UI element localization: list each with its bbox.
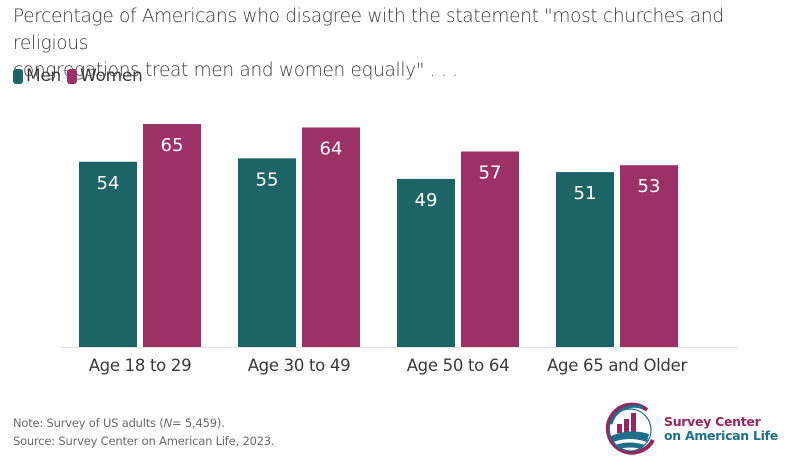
chart-title: Percentage of Americans who disagree wit…	[13, 3, 773, 84]
category-label-2: Age 50 to 64	[407, 356, 510, 375]
bar-men-1	[238, 158, 296, 347]
bar-men-2	[397, 178, 455, 347]
bar-chart: 54 65 Age 18 to 29 55 64 Age 30 to 49 49 57 Age …	[60, 124, 738, 375]
logo-text: Survey Center on American Life	[664, 415, 778, 443]
bar-men-0	[79, 161, 137, 347]
note-prefix: Note: Survey of US adults (	[13, 416, 164, 430]
logo-line-2: on American Life	[664, 428, 778, 443]
data-label-women-0: 65	[161, 135, 184, 156]
chart-title-line-1: Percentage of Americans who disagree wit…	[13, 6, 724, 54]
legend-swatch-women	[67, 68, 78, 84]
chart-footnote: Note: Survey of US adults (N= 5,459). So…	[13, 414, 275, 450]
bar-women-1	[302, 127, 360, 347]
data-label-women-1: 64	[320, 138, 343, 159]
note-suffix: = 5,459).	[172, 416, 225, 430]
category-label-1: Age 30 to 49	[248, 356, 351, 375]
legend-item-women: Women	[67, 66, 143, 86]
survey-center-logo-icon	[605, 402, 655, 455]
logo-line-1: Survey Center	[664, 414, 761, 429]
data-label-women-2: 57	[479, 162, 502, 183]
data-label-women-3: 53	[638, 176, 661, 197]
bar-men-3	[556, 172, 614, 347]
source-line: Source: Survey Center on American Life, …	[13, 434, 275, 448]
legend-swatch-men	[13, 68, 23, 84]
note-n: N	[163, 416, 173, 430]
legend-label-women: Women	[80, 66, 143, 86]
category-label-3: Age 65 and Older	[547, 356, 687, 375]
data-label-men-3: 51	[574, 183, 597, 204]
bar-women-0	[143, 124, 201, 347]
chart-legend: Men Women	[13, 66, 149, 86]
legend-item-men: Men	[13, 66, 61, 86]
category-label-0: Age 18 to 29	[89, 356, 192, 375]
legend-label-men: Men	[26, 66, 62, 86]
data-label-men-2: 49	[415, 190, 438, 211]
bar-women-3	[620, 165, 678, 347]
chart-title-line-2: congregations treat men and women equall…	[13, 60, 458, 81]
note-line: Note: Survey of US adults (N= 5,459).	[13, 414, 274, 432]
bar-women-2	[461, 151, 519, 347]
data-label-men-0: 54	[97, 173, 120, 194]
data-label-men-1: 55	[256, 169, 279, 190]
